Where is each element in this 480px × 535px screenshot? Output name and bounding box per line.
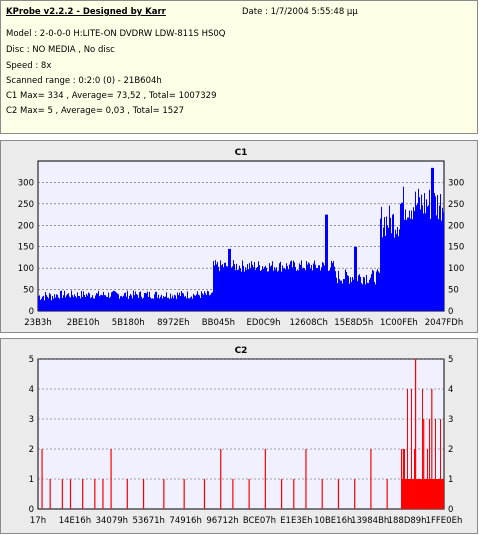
chart-title: C1 bbox=[235, 148, 248, 158]
y-tick-label-left: 150 bbox=[18, 243, 34, 253]
y-tick-label-right: 2 bbox=[448, 445, 453, 455]
x-tick-label: 96712h bbox=[206, 516, 238, 526]
chart-title: C2 bbox=[235, 346, 248, 356]
c2-chart: C2 0 0 1 1 2 2 3 3 4 4 5 5 17h 14E16h 34079h 53671h 74916… bbox=[29, 346, 463, 526]
c2-stats: C2 Max= 5 , Average= 0,03 , Total= 1527 bbox=[6, 106, 185, 116]
x-tick-label: 1C00FEh bbox=[380, 318, 418, 328]
data-bars bbox=[38, 167, 444, 311]
y-tick-label-right: 1 bbox=[448, 475, 453, 485]
drive-model: Model : 2-0-0-0 H:LITE-ON DVDRW LDW-811S… bbox=[6, 29, 226, 39]
x-tick-label: 53671h bbox=[133, 516, 165, 526]
c1-chart-panel: C1 0 0 50 50 100 100 150 150 200 200 250 250 300 300 23… bbox=[0, 140, 478, 333]
x-tick-label: E1E3Eh bbox=[280, 516, 312, 526]
y-tick-label-left: 1 bbox=[29, 475, 34, 485]
y-tick-label-left: 250 bbox=[18, 200, 34, 210]
x-tick-label: ED0C9h bbox=[247, 318, 281, 328]
x-tick-label: 14E16h bbox=[59, 516, 91, 526]
x-tick-label: 12608Ch bbox=[289, 318, 327, 328]
y-tick-label-right: 0 bbox=[448, 505, 453, 515]
x-tick-label: 23B3h bbox=[24, 318, 51, 328]
y-tick-label-right: 50 bbox=[448, 286, 459, 296]
x-tick-label: 10BE16h bbox=[314, 516, 352, 526]
y-tick-label-left: 0 bbox=[29, 307, 34, 317]
y-tick-label-right: 200 bbox=[448, 221, 464, 231]
speed-info: Speed : 8x bbox=[6, 61, 52, 71]
y-tick-label-right: 250 bbox=[448, 200, 464, 210]
info-panel: KProbe v2.2.2 - Designed by Karr Date : … bbox=[0, 0, 478, 134]
data-bars bbox=[41, 359, 444, 509]
y-tick-label-left: 200 bbox=[18, 221, 34, 231]
x-tick-label: 2BE10h bbox=[67, 318, 100, 328]
y-tick-label-left: 300 bbox=[18, 178, 34, 188]
disc-info: Disc : NO MEDIA , No disc bbox=[6, 45, 115, 55]
y-tick-label-left: 5 bbox=[29, 355, 34, 365]
x-tick-label: BCE07h bbox=[243, 516, 276, 526]
x-tick-label: 34079h bbox=[96, 516, 128, 526]
y-tick-label-right: 5 bbox=[448, 355, 453, 365]
x-tick-label: 8972Eh bbox=[157, 318, 189, 328]
y-tick-label-right: 4 bbox=[448, 385, 453, 395]
y-tick-label-left: 0 bbox=[29, 505, 34, 515]
x-tick-label: 15E8D5h bbox=[334, 318, 373, 328]
c2-chart-panel: C2 0 0 1 1 2 2 3 3 4 4 5 5 17h 14E16h 34079h 53671h 74916… bbox=[0, 338, 478, 534]
y-tick-label-left: 2 bbox=[29, 445, 34, 455]
scan-date: Date : 1/7/2004 5:55:48 μμ bbox=[242, 7, 358, 17]
plot-area bbox=[37, 358, 445, 510]
c1-chart: C1 0 0 50 50 100 100 150 150 200 200 250 250 300 300 23… bbox=[18, 148, 464, 328]
x-tick-label: 2047FDh bbox=[425, 318, 463, 328]
app-title: KProbe v2.2.2 - Designed by Karr bbox=[6, 7, 166, 17]
y-tick-label-right: 150 bbox=[448, 243, 464, 253]
y-tick-label-left: 50 bbox=[23, 286, 34, 296]
x-tick-label: 17h bbox=[30, 516, 46, 526]
y-tick-label-left: 100 bbox=[18, 264, 34, 274]
x-tick-label: BB045h bbox=[202, 318, 235, 328]
y-tick-label-right: 0 bbox=[448, 307, 453, 317]
c1-stats: C1 Max= 334 , Average= 73,52 , Total= 10… bbox=[6, 91, 217, 101]
x-tick-label: 1FFE0Eh bbox=[426, 516, 463, 526]
scanned-range: Scanned range : 0:2:0 (0) - 21B604h bbox=[6, 76, 162, 86]
y-tick-label-left: 3 bbox=[29, 415, 34, 425]
x-tick-label: 5B180h bbox=[112, 318, 145, 328]
y-tick-label-right: 100 bbox=[448, 264, 464, 274]
y-tick-label-right: 300 bbox=[448, 178, 464, 188]
x-tick-label: 13984Bh bbox=[351, 516, 389, 526]
x-tick-label: 188D89h bbox=[388, 516, 427, 526]
x-tick-label: 74916h bbox=[169, 516, 201, 526]
y-tick-label-left: 4 bbox=[29, 385, 34, 395]
y-tick-label-right: 3 bbox=[448, 415, 453, 425]
